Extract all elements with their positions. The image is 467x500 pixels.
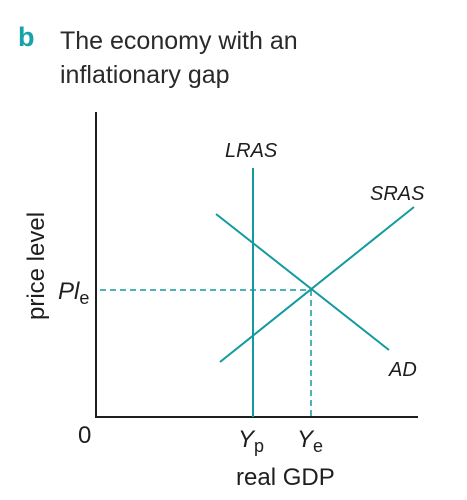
panel-title-line-2: inflationary gap <box>60 61 230 89</box>
yp-tick-label: Yp <box>238 426 264 456</box>
x-axis-label: real GDP <box>236 464 335 491</box>
panel-letter: b <box>18 22 35 52</box>
sras-line <box>219 206 415 363</box>
yp-tick-main: Y <box>238 426 256 453</box>
sras-label: SRAS <box>370 183 425 205</box>
pl-tick-sub: e <box>79 288 89 308</box>
origin-label: 0 <box>78 422 91 449</box>
ye-tick-label: Ye <box>297 426 323 456</box>
ye-tick-main: Y <box>297 426 315 453</box>
panel-title: The economy with an inflationary gap <box>60 24 420 92</box>
lras-label: LRAS <box>225 140 278 162</box>
ye-tick-sub: e <box>313 436 323 456</box>
panel-title-line-1: The economy with an <box>60 27 298 55</box>
pl-tick-label: Ple <box>58 278 89 308</box>
ad-label: AD <box>388 359 417 381</box>
pl-tick-main: Pl <box>58 278 80 305</box>
y-axis-label: price level <box>23 212 50 320</box>
yp-tick-sub: p <box>254 436 264 456</box>
ad-line <box>215 213 390 351</box>
